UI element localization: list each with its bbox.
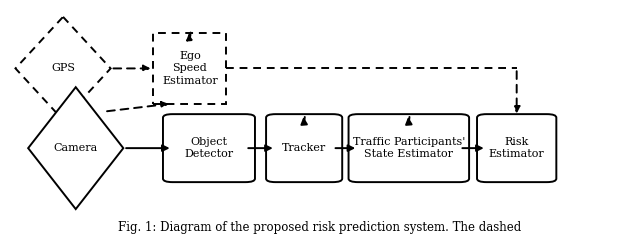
FancyBboxPatch shape <box>266 114 342 182</box>
Text: Object
Detector: Object Detector <box>184 137 234 159</box>
Text: Fig. 1: Diagram of the proposed risk prediction system. The dashed: Fig. 1: Diagram of the proposed risk pre… <box>118 221 522 234</box>
Text: Tracker: Tracker <box>282 143 326 153</box>
Polygon shape <box>28 87 124 209</box>
Text: Risk
Estimator: Risk Estimator <box>489 137 545 159</box>
Text: Camera: Camera <box>54 143 98 153</box>
FancyBboxPatch shape <box>163 114 255 182</box>
Text: Traffic Participants'
State Estimator: Traffic Participants' State Estimator <box>353 137 465 159</box>
Polygon shape <box>15 17 111 120</box>
FancyBboxPatch shape <box>477 114 556 182</box>
Text: Ego
Speed
Estimator: Ego Speed Estimator <box>162 51 218 86</box>
FancyBboxPatch shape <box>349 114 469 182</box>
Text: GPS: GPS <box>51 63 75 73</box>
FancyBboxPatch shape <box>154 33 227 104</box>
